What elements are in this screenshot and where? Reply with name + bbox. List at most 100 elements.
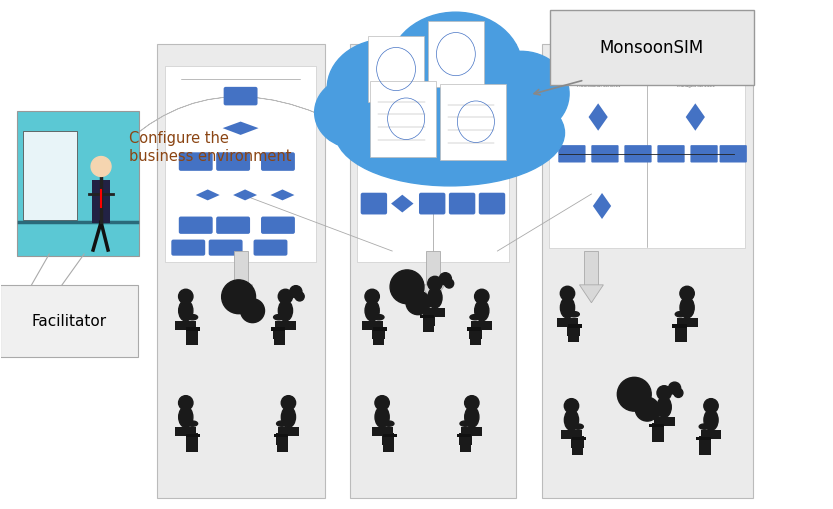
FancyBboxPatch shape xyxy=(372,428,392,436)
Polygon shape xyxy=(686,103,705,131)
FancyBboxPatch shape xyxy=(460,443,471,451)
Ellipse shape xyxy=(470,315,481,320)
Text: Facilitator: Facilitator xyxy=(32,314,107,329)
FancyBboxPatch shape xyxy=(361,93,387,114)
FancyBboxPatch shape xyxy=(277,443,288,451)
Ellipse shape xyxy=(365,300,379,321)
FancyBboxPatch shape xyxy=(460,433,471,445)
Ellipse shape xyxy=(561,297,575,318)
Ellipse shape xyxy=(187,315,197,320)
FancyBboxPatch shape xyxy=(92,180,110,222)
Circle shape xyxy=(178,395,193,410)
FancyBboxPatch shape xyxy=(449,193,476,214)
FancyBboxPatch shape xyxy=(467,327,481,331)
FancyBboxPatch shape xyxy=(568,334,580,342)
Ellipse shape xyxy=(178,407,193,428)
FancyBboxPatch shape xyxy=(372,337,384,345)
FancyBboxPatch shape xyxy=(357,66,509,262)
FancyBboxPatch shape xyxy=(223,87,257,105)
FancyBboxPatch shape xyxy=(449,93,476,114)
FancyBboxPatch shape xyxy=(471,321,492,329)
Ellipse shape xyxy=(327,39,446,137)
FancyBboxPatch shape xyxy=(479,193,505,214)
Circle shape xyxy=(290,286,302,298)
FancyBboxPatch shape xyxy=(625,145,651,162)
FancyBboxPatch shape xyxy=(699,446,711,455)
Text: Managed Services: Managed Services xyxy=(676,84,714,88)
Circle shape xyxy=(365,289,379,303)
FancyBboxPatch shape xyxy=(654,417,675,426)
FancyArrowPatch shape xyxy=(91,97,336,182)
Circle shape xyxy=(178,289,193,303)
FancyBboxPatch shape xyxy=(175,321,197,329)
Polygon shape xyxy=(593,193,611,219)
Ellipse shape xyxy=(187,421,197,426)
FancyBboxPatch shape xyxy=(382,443,394,451)
FancyBboxPatch shape xyxy=(470,337,481,345)
FancyBboxPatch shape xyxy=(419,93,446,114)
Circle shape xyxy=(475,289,489,303)
Ellipse shape xyxy=(277,421,287,426)
FancyBboxPatch shape xyxy=(650,424,664,428)
FancyBboxPatch shape xyxy=(567,324,580,336)
FancyBboxPatch shape xyxy=(652,433,664,442)
FancyBboxPatch shape xyxy=(274,434,288,437)
Circle shape xyxy=(406,291,430,315)
Text: Professional Services: Professional Services xyxy=(576,84,620,88)
FancyBboxPatch shape xyxy=(571,436,584,448)
Circle shape xyxy=(222,280,256,314)
Circle shape xyxy=(390,270,424,304)
Circle shape xyxy=(564,399,579,413)
Ellipse shape xyxy=(573,424,583,429)
FancyBboxPatch shape xyxy=(549,75,745,248)
Polygon shape xyxy=(233,189,257,201)
FancyBboxPatch shape xyxy=(558,145,586,162)
Ellipse shape xyxy=(704,410,718,431)
FancyBboxPatch shape xyxy=(253,240,287,256)
FancyBboxPatch shape xyxy=(651,423,664,436)
FancyBboxPatch shape xyxy=(187,434,201,437)
Polygon shape xyxy=(589,103,608,131)
Circle shape xyxy=(465,395,479,410)
FancyBboxPatch shape xyxy=(382,434,397,437)
FancyBboxPatch shape xyxy=(657,145,685,162)
Ellipse shape xyxy=(273,315,284,320)
Ellipse shape xyxy=(373,315,384,320)
Ellipse shape xyxy=(383,421,394,426)
FancyBboxPatch shape xyxy=(370,81,436,157)
Text: MonsoonSIM: MonsoonSIM xyxy=(600,39,704,56)
FancyBboxPatch shape xyxy=(368,36,424,102)
Circle shape xyxy=(680,286,694,301)
Circle shape xyxy=(617,377,651,411)
FancyBboxPatch shape xyxy=(428,21,484,87)
Circle shape xyxy=(561,286,575,301)
Polygon shape xyxy=(196,189,220,201)
FancyBboxPatch shape xyxy=(672,325,686,328)
Polygon shape xyxy=(222,122,258,135)
Ellipse shape xyxy=(465,407,479,428)
FancyBboxPatch shape xyxy=(585,250,598,286)
Ellipse shape xyxy=(335,80,565,186)
Ellipse shape xyxy=(428,287,442,308)
FancyBboxPatch shape xyxy=(233,250,247,286)
FancyBboxPatch shape xyxy=(179,152,212,171)
Ellipse shape xyxy=(178,300,193,321)
FancyBboxPatch shape xyxy=(261,152,295,171)
Polygon shape xyxy=(391,95,413,112)
Ellipse shape xyxy=(460,421,471,426)
FancyBboxPatch shape xyxy=(186,327,198,339)
FancyBboxPatch shape xyxy=(701,430,721,439)
FancyBboxPatch shape xyxy=(273,337,285,345)
Ellipse shape xyxy=(389,12,522,123)
FancyBboxPatch shape xyxy=(276,433,288,445)
FancyBboxPatch shape xyxy=(699,436,711,448)
Polygon shape xyxy=(228,285,252,303)
FancyBboxPatch shape xyxy=(675,324,687,336)
FancyBboxPatch shape xyxy=(172,240,205,256)
Ellipse shape xyxy=(676,312,686,317)
FancyBboxPatch shape xyxy=(362,321,382,329)
FancyBboxPatch shape xyxy=(422,314,435,326)
FancyBboxPatch shape xyxy=(217,216,250,234)
FancyBboxPatch shape xyxy=(273,327,286,339)
FancyBboxPatch shape xyxy=(425,308,446,317)
